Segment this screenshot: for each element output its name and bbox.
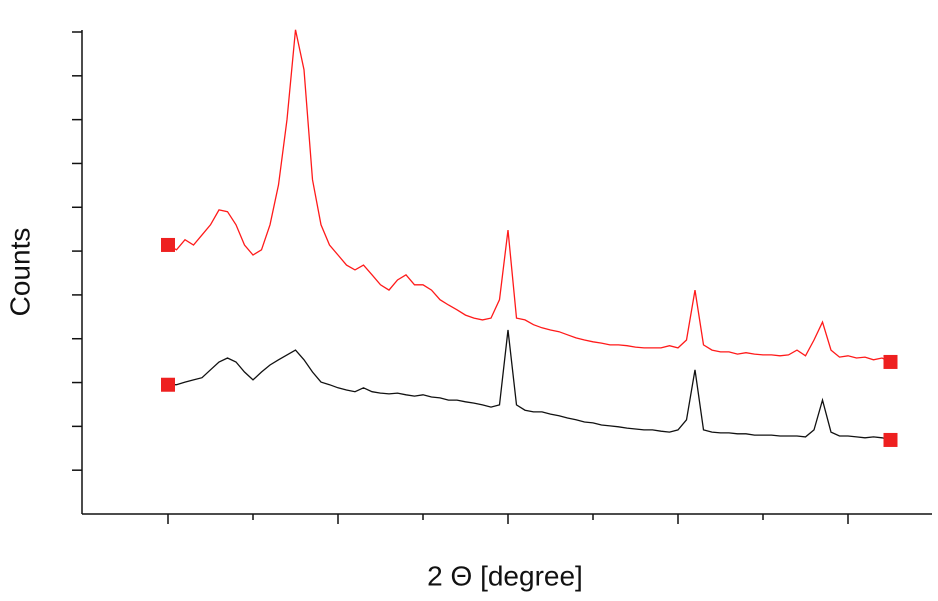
series-line <box>168 329 891 441</box>
series-line <box>167 29 891 363</box>
y-axis-label: Counts <box>4 228 35 317</box>
x-axis-label: 2 Θ [degree] <box>427 560 583 591</box>
end-marker <box>161 237 175 252</box>
end-marker <box>161 377 175 392</box>
end-marker <box>883 354 898 369</box>
end-marker <box>883 432 898 447</box>
